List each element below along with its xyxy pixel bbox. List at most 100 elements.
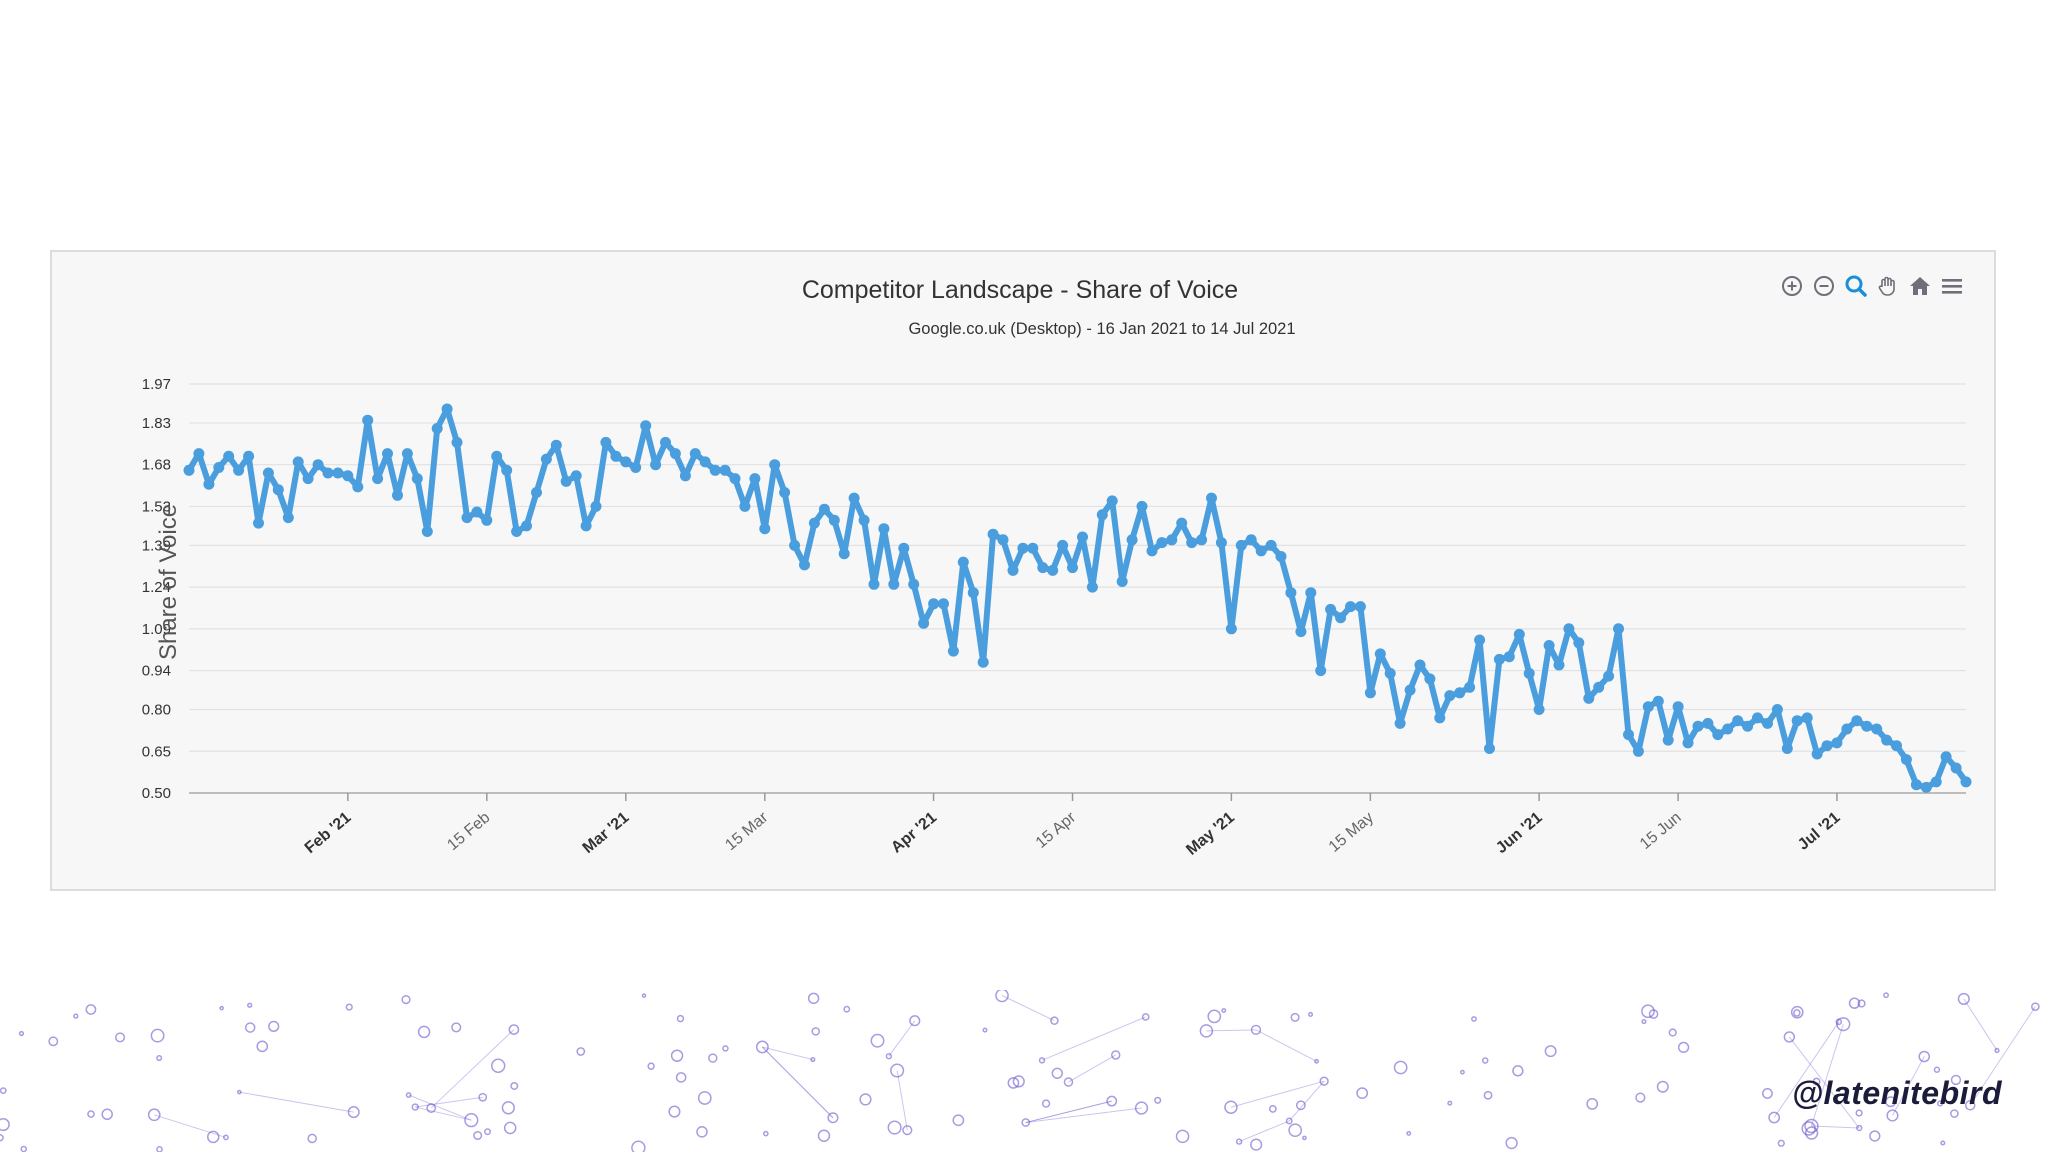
data-point[interactable] <box>808 517 820 529</box>
data-point[interactable] <box>332 467 344 479</box>
data-point[interactable] <box>838 548 850 560</box>
data-point[interactable] <box>1464 681 1476 693</box>
data-point[interactable] <box>203 478 215 490</box>
data-point[interactable] <box>1096 509 1108 521</box>
data-point[interactable] <box>967 587 979 599</box>
data-point[interactable] <box>789 539 801 551</box>
data-point[interactable] <box>1732 715 1744 727</box>
data-point[interactable] <box>858 514 870 526</box>
data-point[interactable] <box>1652 695 1664 707</box>
data-point[interactable] <box>779 487 791 498</box>
data-point[interactable] <box>640 420 652 432</box>
menu-icon[interactable] <box>1940 274 1964 298</box>
data-point[interactable] <box>580 520 592 532</box>
data-point[interactable] <box>1354 601 1366 613</box>
data-point[interactable] <box>352 481 364 493</box>
data-point[interactable] <box>471 506 483 518</box>
data-point[interactable] <box>1136 500 1148 512</box>
data-point[interactable] <box>1771 704 1783 715</box>
data-point[interactable] <box>729 473 741 485</box>
data-point[interactable] <box>1851 715 1863 727</box>
data-point[interactable] <box>282 512 294 524</box>
data-point[interactable] <box>719 464 731 476</box>
pan-icon[interactable] <box>1876 274 1900 298</box>
data-point[interactable] <box>540 453 552 465</box>
data-point[interactable] <box>689 448 701 460</box>
data-point[interactable] <box>1573 637 1585 649</box>
data-point[interactable] <box>600 436 612 448</box>
data-point[interactable] <box>1315 665 1327 677</box>
data-point[interactable] <box>1593 681 1605 693</box>
data-point[interactable] <box>888 578 900 590</box>
data-point[interactable] <box>401 448 413 460</box>
data-point[interactable] <box>223 450 235 462</box>
data-point[interactable] <box>1523 667 1535 679</box>
data-point[interactable] <box>1493 653 1505 665</box>
data-point[interactable] <box>1632 745 1644 757</box>
data-point[interactable] <box>213 462 225 473</box>
data-point[interactable] <box>1662 734 1674 746</box>
data-point[interactable] <box>1364 687 1376 699</box>
data-point[interactable] <box>669 448 681 460</box>
data-point[interactable] <box>1384 667 1396 679</box>
data-point[interactable] <box>1017 542 1029 554</box>
data-point[interactable] <box>1861 720 1873 732</box>
data-point[interactable] <box>1047 564 1059 576</box>
data-point[interactable] <box>1454 687 1466 699</box>
data-point[interactable] <box>243 450 255 462</box>
data-point[interactable] <box>1126 534 1138 546</box>
data-point[interactable] <box>947 645 959 657</box>
data-point[interactable] <box>1672 701 1684 713</box>
data-point[interactable] <box>1692 720 1704 732</box>
data-point[interactable] <box>1881 734 1893 746</box>
data-point[interactable] <box>650 459 662 471</box>
data-point[interactable] <box>1563 623 1575 635</box>
data-point[interactable] <box>1642 701 1654 713</box>
data-point[interactable] <box>1275 551 1287 562</box>
data-point[interactable] <box>928 598 940 610</box>
data-point[interactable] <box>362 414 374 426</box>
data-point[interactable] <box>1077 531 1088 543</box>
data-point[interactable] <box>878 523 890 535</box>
data-point[interactable] <box>461 512 473 524</box>
data-point[interactable] <box>1325 603 1337 615</box>
data-point[interactable] <box>1484 743 1495 754</box>
data-point[interactable] <box>1414 659 1426 671</box>
data-point[interactable] <box>342 470 354 482</box>
data-point[interactable] <box>1712 729 1724 741</box>
data-point[interactable] <box>868 578 880 590</box>
data-point[interactable] <box>739 500 751 512</box>
data-point[interactable] <box>1910 779 1922 791</box>
data-point[interactable] <box>531 487 542 498</box>
data-point[interactable] <box>898 542 910 554</box>
data-point[interactable] <box>1444 690 1456 702</box>
data-point[interactable] <box>441 403 453 415</box>
data-point[interactable] <box>451 436 463 448</box>
data-point[interactable] <box>1920 781 1932 793</box>
data-point[interactable] <box>828 514 840 526</box>
data-point[interactable] <box>1265 539 1277 551</box>
data-point[interactable] <box>1116 576 1128 587</box>
data-point[interactable] <box>1821 740 1833 752</box>
data-point[interactable] <box>679 470 691 482</box>
data-point[interactable] <box>1871 723 1883 735</box>
data-point[interactable] <box>818 503 830 515</box>
data-point[interactable] <box>1781 743 1793 754</box>
data-point[interactable] <box>521 520 532 532</box>
zoom-select-icon[interactable] <box>1844 274 1868 298</box>
data-point[interactable] <box>610 450 622 462</box>
data-point[interactable] <box>1404 684 1416 696</box>
data-point[interactable] <box>1345 601 1356 613</box>
data-point[interactable] <box>1067 562 1078 574</box>
data-point[interactable] <box>1811 748 1823 760</box>
data-point[interactable] <box>1156 537 1168 549</box>
data-point[interactable] <box>660 436 671 448</box>
data-point[interactable] <box>1206 492 1217 504</box>
data-point[interactable] <box>1831 737 1843 749</box>
data-point[interactable] <box>312 459 324 471</box>
zoom-in-icon[interactable] <box>1780 274 1804 298</box>
data-point[interactable] <box>1960 776 1972 788</box>
data-point[interactable] <box>1106 495 1118 507</box>
data-point[interactable] <box>292 456 304 468</box>
data-point[interactable] <box>392 489 403 501</box>
